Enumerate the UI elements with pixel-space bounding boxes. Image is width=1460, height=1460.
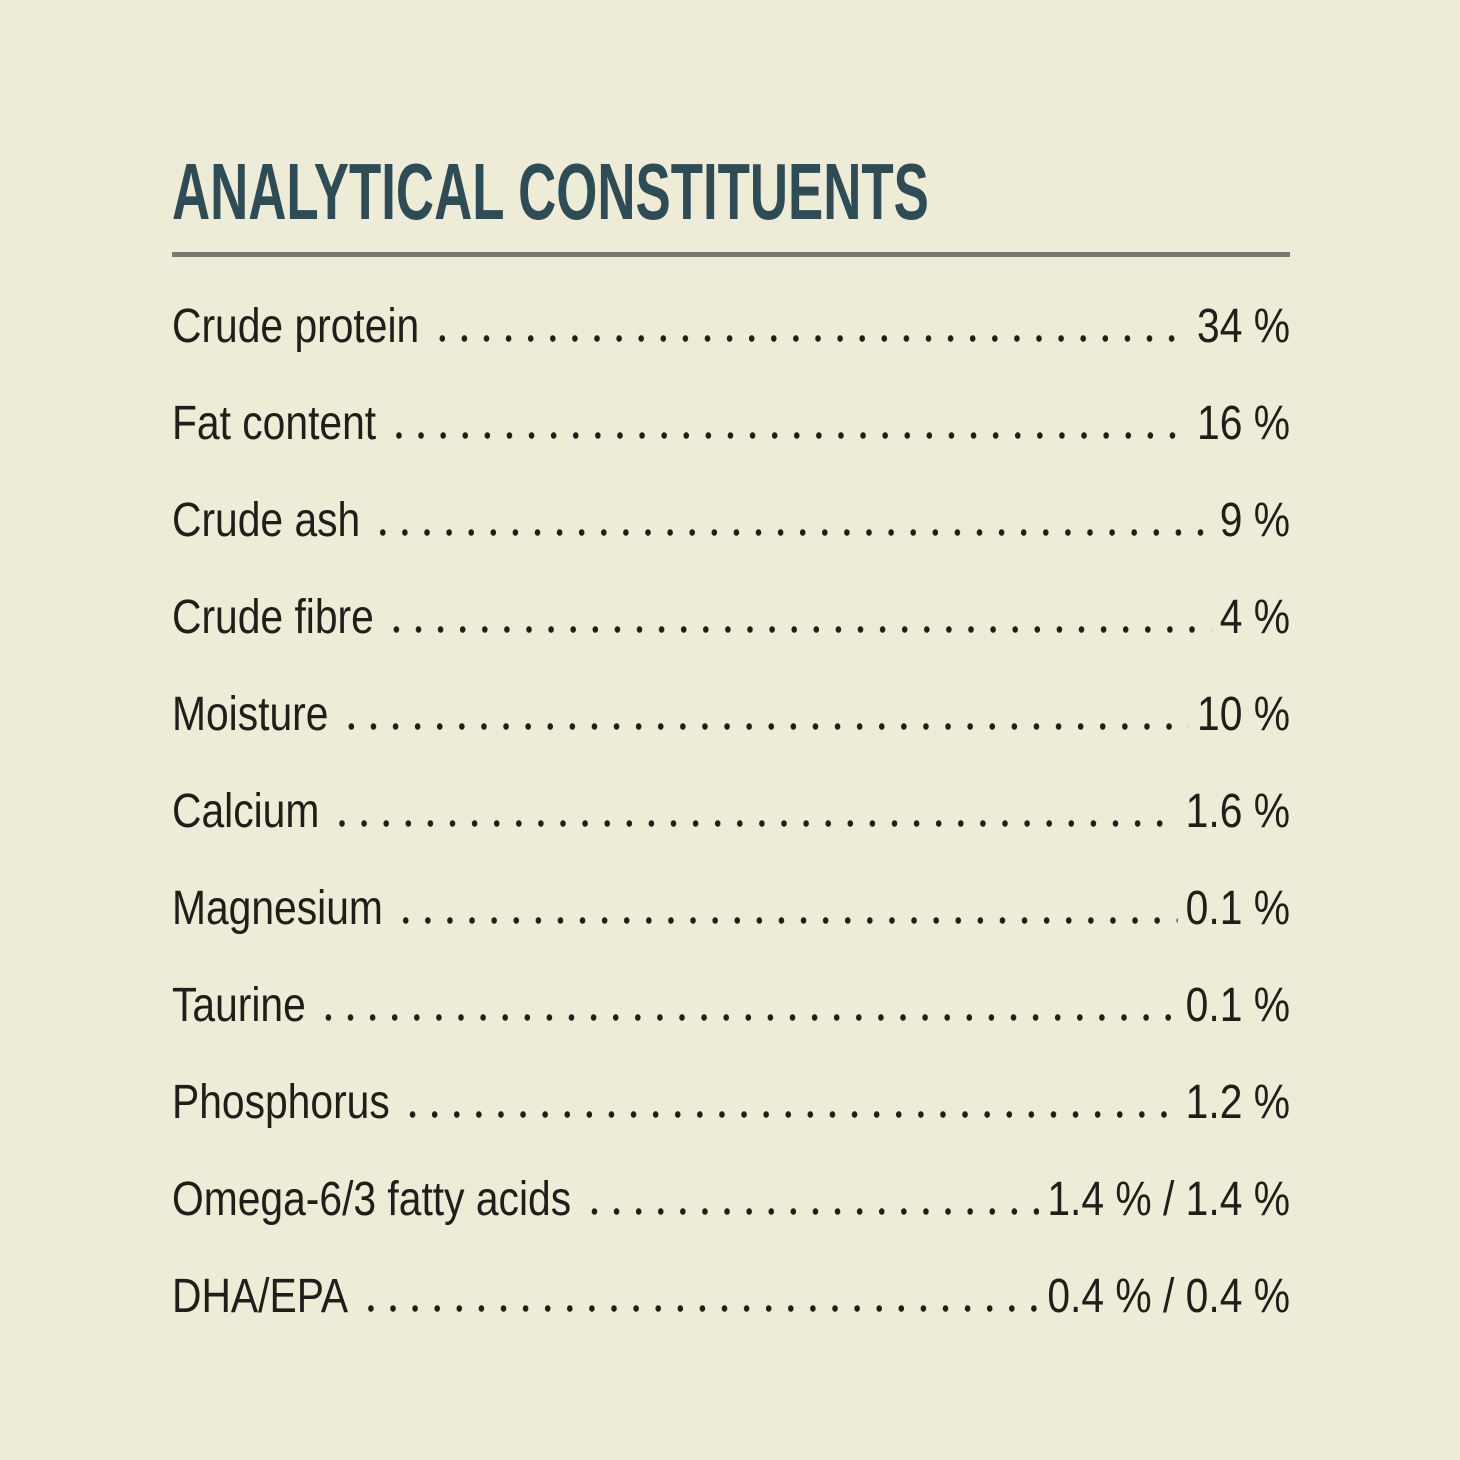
table-row: Taurine 0.1 % [172, 982, 1290, 1030]
dot-leader [385, 626, 1212, 633]
constituent-value: 34 % [1197, 300, 1291, 353]
table-row: Crude fibre 4 % [172, 594, 1290, 642]
dot-leader [372, 529, 1212, 536]
constituent-value: 4 % [1219, 591, 1291, 644]
table-row: DHA/EPA 0.4 % / 0.4 % [172, 1273, 1290, 1321]
table-row: Crude ash 9 % [172, 497, 1290, 545]
constituent-value: 0.4 % / 0.4 % [1047, 1270, 1291, 1323]
constituent-value: 16 % [1197, 397, 1291, 450]
table-row: Crude protein 34 % [172, 303, 1290, 351]
constituent-value: 1.6 % [1185, 785, 1291, 838]
table-row: Moisture 10 % [172, 691, 1290, 739]
dot-leader [340, 723, 1189, 730]
constituents-list: Crude protein 34 % Fat content 16 % Crud… [172, 303, 1290, 1321]
constituent-label: Crude protein [172, 300, 420, 353]
constituent-label: Calcium [172, 785, 320, 838]
table-row: Calcium 1.6 % [172, 788, 1290, 836]
constituent-value: 0.1 % [1185, 979, 1291, 1032]
constituent-label: Magnesium [172, 882, 383, 935]
dot-leader [388, 432, 1189, 439]
table-row: Magnesium 0.1 % [172, 885, 1290, 933]
constituent-value: 9 % [1219, 494, 1291, 547]
constituent-value: 10 % [1197, 688, 1291, 741]
dot-leader [431, 335, 1189, 342]
dot-leader [317, 1014, 1178, 1021]
title-underline [172, 252, 1290, 257]
constituent-label: Fat content [172, 397, 377, 450]
page-title: ANALYTICAL CONSTITUENTS [172, 147, 929, 236]
table-row: Omega-6/3 fatty acids 1.4 % / 1.4 % [172, 1176, 1290, 1224]
table-row: Phosphorus 1.2 % [172, 1079, 1290, 1127]
constituent-value: 0.1 % [1185, 882, 1291, 935]
dot-leader [359, 1305, 1039, 1312]
table-row: Fat content 16 % [172, 400, 1290, 448]
constituent-value: 1.2 % [1185, 1076, 1291, 1129]
constituent-label: Moisture [172, 688, 329, 741]
dot-leader [583, 1208, 1039, 1215]
constituent-label: DHA/EPA [172, 1270, 349, 1323]
constituent-label: Phosphorus [172, 1076, 390, 1129]
dot-leader [394, 917, 1178, 924]
dot-leader [331, 820, 1178, 827]
constituent-label: Taurine [172, 979, 306, 1032]
constituent-label: Omega-6/3 fatty acids [172, 1173, 572, 1226]
constituent-label: Crude ash [172, 494, 361, 547]
constituent-label: Crude fibre [172, 591, 374, 644]
dot-leader [401, 1111, 1178, 1118]
constituent-value: 1.4 % / 1.4 % [1047, 1173, 1291, 1226]
